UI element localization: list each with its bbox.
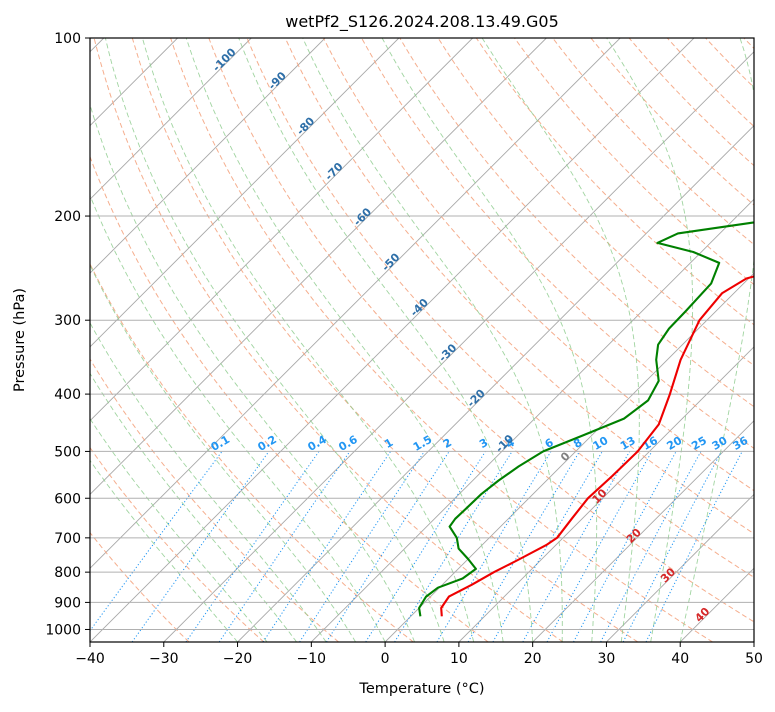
isotherm-line xyxy=(311,38,775,642)
x-tick-label: −20 xyxy=(223,651,253,667)
y-tick-label: 900 xyxy=(54,595,81,611)
dry-adiabat-line xyxy=(56,38,488,642)
dry-adiabat-line xyxy=(0,38,339,642)
isotherm-line xyxy=(533,38,775,642)
mixing-ratio-line xyxy=(468,451,579,642)
isotherm-line xyxy=(164,38,768,642)
chart-title: wetPf2_S126.2024.208.13.49.G05 xyxy=(285,12,559,32)
dry-adiabat-line xyxy=(18,38,414,642)
dry-adiabat-line xyxy=(591,38,775,642)
x-tick-label: −10 xyxy=(297,651,327,667)
isotherm-label: -30 xyxy=(436,341,459,364)
x-tick-label: −40 xyxy=(75,651,105,667)
isotherm-line xyxy=(0,38,399,642)
isotherm-line xyxy=(0,38,251,642)
mixing-ratio-label: 25 xyxy=(689,434,709,453)
mixing-ratio-label: 30 xyxy=(710,434,730,453)
isotherm-label: -90 xyxy=(266,69,289,92)
mixing-ratio-label: 0.1 xyxy=(209,433,232,454)
isotherm-label: -40 xyxy=(408,296,431,319)
y-tick-label: 400 xyxy=(54,387,81,403)
dry-adiabat-line xyxy=(132,38,638,642)
isotherm-label: -60 xyxy=(351,205,374,228)
dry-adiabat-line xyxy=(553,38,775,642)
dry-adiabat-line xyxy=(744,38,775,642)
x-tick-label: −30 xyxy=(149,651,179,667)
mixing-ratio-label: 13 xyxy=(618,434,638,453)
moist-adiabat-line xyxy=(382,38,597,642)
x-tick-label: 30 xyxy=(598,651,616,667)
dry-adiabat-line xyxy=(629,38,775,642)
isotherm-line xyxy=(0,38,546,642)
dry-adiabat-line xyxy=(476,38,775,642)
isotherm-label: -50 xyxy=(379,250,402,273)
y-tick-label: 500 xyxy=(54,444,81,460)
moist-adiabat-line xyxy=(607,38,693,642)
mixing-ratio-label: 10 xyxy=(591,434,611,453)
moist-adiabat-line xyxy=(303,38,563,642)
pressure-gridlines xyxy=(90,38,754,629)
temperature-profile xyxy=(441,38,775,616)
dry-adiabat-line xyxy=(706,38,775,642)
mixing-ratio-line xyxy=(219,451,350,642)
isotherm-label: 20 xyxy=(624,526,644,546)
isotherm-line xyxy=(90,38,694,642)
mixing-ratio-line xyxy=(263,451,391,642)
isotherm-label: -20 xyxy=(465,387,488,410)
mixing-ratio-label: 1.5 xyxy=(411,433,434,454)
dry-adiabat-line xyxy=(0,38,264,642)
y-tick-label: 300 xyxy=(54,313,81,329)
dry-adiabat-line xyxy=(438,38,775,642)
moist-adiabat-line xyxy=(0,38,267,642)
y-tick-label: 700 xyxy=(54,531,81,547)
mixing-ratio-line xyxy=(395,451,512,642)
dry-adiabat-line xyxy=(667,38,775,642)
y-tick-label: 200 xyxy=(54,209,81,225)
moist-adiabat-line xyxy=(239,38,533,642)
x-tick-label: 0 xyxy=(381,651,390,667)
plot-frame xyxy=(90,38,754,642)
mixing-ratio-label: 36 xyxy=(731,434,751,453)
isotherm-line xyxy=(459,38,775,642)
mixing-ratio-line xyxy=(326,451,449,642)
x-tick-label: 20 xyxy=(524,651,542,667)
mixing-ratio-line xyxy=(300,451,425,642)
y-tick-label: 1000 xyxy=(45,622,81,638)
mixing-ratio-label: 1 xyxy=(382,436,395,451)
mixing-ratio-label: 0.2 xyxy=(256,433,279,454)
y-tick-label: 100 xyxy=(54,31,81,47)
isotherm-label: -70 xyxy=(322,160,345,183)
moist-adiabat-line xyxy=(0,38,238,642)
isotherm-line xyxy=(385,38,775,642)
isotherm-line xyxy=(754,38,775,642)
y-tick-label: 600 xyxy=(54,491,81,507)
x-tick-label: 10 xyxy=(450,651,468,667)
y-axis-title: Pressure (hPa) xyxy=(12,288,28,392)
mixing-ratio-line xyxy=(601,451,701,642)
isotherm-line xyxy=(0,38,325,642)
dry-adiabat-line xyxy=(515,38,775,642)
isotherm-label: -80 xyxy=(294,114,317,137)
background-lines xyxy=(0,38,775,642)
isotherm-line xyxy=(680,38,775,642)
isotherm-label: 10 xyxy=(590,486,610,506)
x-tick-label: 50 xyxy=(745,651,763,667)
isotherm-line xyxy=(16,38,620,642)
isotherm-label: 40 xyxy=(692,605,712,625)
mixing-ratio-label: 0.4 xyxy=(306,433,330,454)
x-axis-title: Temperature (°C) xyxy=(358,681,484,697)
mixing-ratio-label: 0.6 xyxy=(336,433,360,454)
moist-adiabat-line xyxy=(105,38,444,642)
axes: −40 −30 −20 −10 0 10 20 30 40 50 1000 900 800 700 600 5… xyxy=(45,31,763,667)
moist-adiabat-line xyxy=(0,38,326,642)
isotherm-label: -100 xyxy=(210,45,239,74)
x-tick-label: 40 xyxy=(671,651,689,667)
y-tick-label: 800 xyxy=(54,565,81,581)
